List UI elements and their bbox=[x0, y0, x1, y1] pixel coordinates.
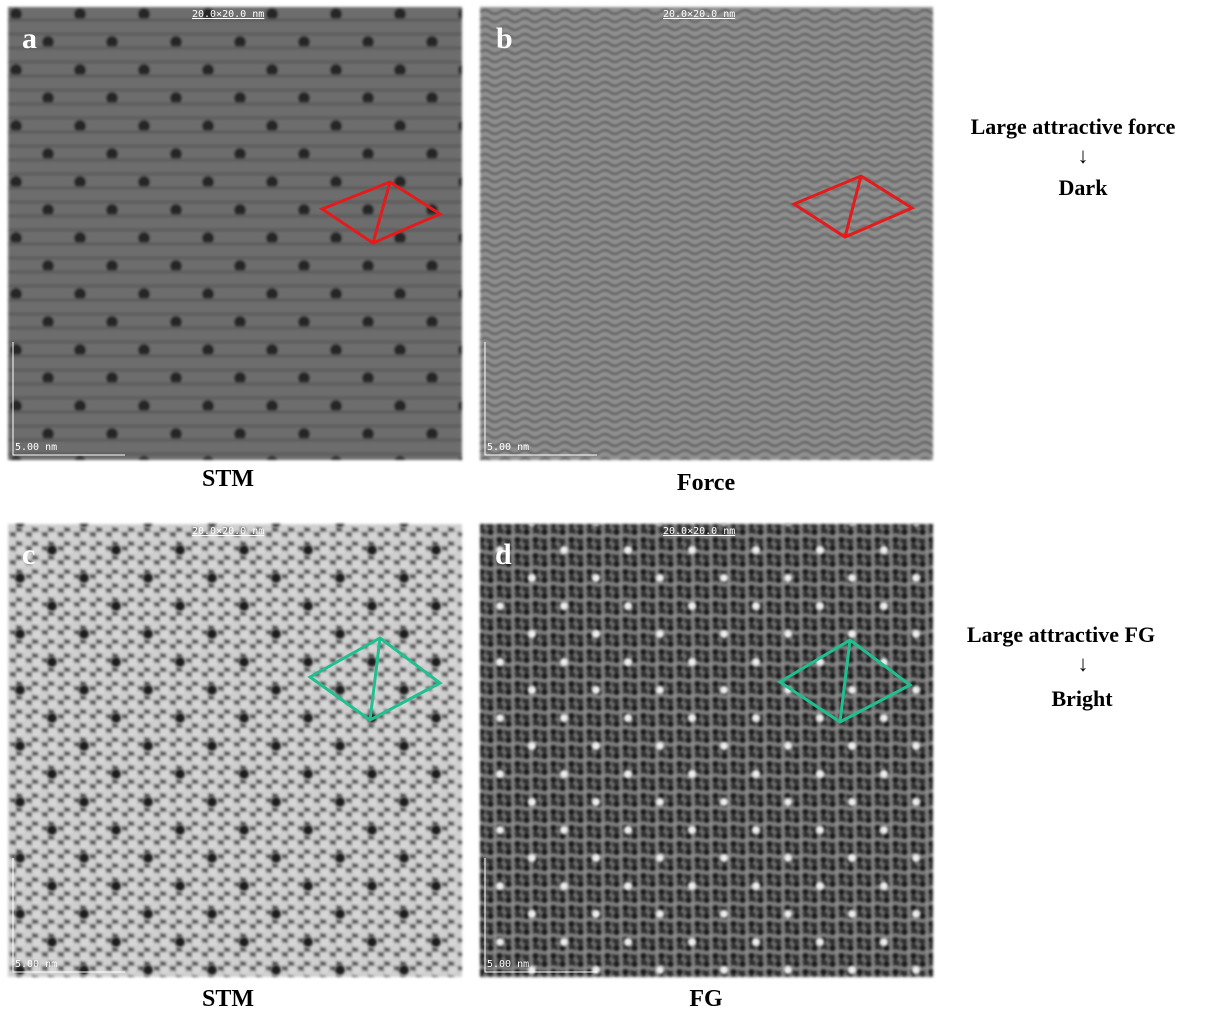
panel-label: a bbox=[22, 22, 37, 55]
panel-label: d bbox=[495, 538, 512, 571]
page: a 20.0×20.0 nm 5.00 nm STM b 20.0×20.0 n… bbox=[0, 0, 1218, 1015]
panel-b: b 20.0×20.0 nm 5.00 nm Force bbox=[480, 7, 933, 496]
figure: a 20.0×20.0 nm 5.00 nm STM b 20.0×20.0 n… bbox=[0, 0, 1218, 1015]
panel-c: c 20.0×20.0 nm 5.00 nm STM bbox=[8, 524, 462, 1012]
scale-label: 5.00 nm bbox=[15, 959, 57, 970]
annotation-text: Large attractive force bbox=[971, 114, 1176, 139]
scan-size: 20.0×20.0 nm bbox=[192, 9, 264, 20]
annotation-text: Dark bbox=[1059, 175, 1109, 200]
image-defects bbox=[8, 524, 462, 977]
image bbox=[480, 7, 933, 460]
panel-label: c bbox=[22, 538, 35, 571]
image-defects bbox=[480, 524, 933, 977]
annotation-arrow: ↓ bbox=[1078, 651, 1089, 676]
scale-label: 5.00 nm bbox=[487, 442, 529, 453]
scale-label: 5.00 nm bbox=[15, 442, 57, 453]
panel-d: d 20.0×20.0 nm 5.00 nm FG bbox=[480, 524, 933, 1012]
panel-label: b bbox=[496, 22, 513, 55]
scan-size: 20.0×20.0 nm bbox=[663, 526, 735, 537]
annotation-bottom: Large attractive FG ↓ Bright bbox=[967, 622, 1155, 711]
scale-label: 5.00 nm bbox=[487, 959, 529, 970]
scan-size: 20.0×20.0 nm bbox=[663, 9, 735, 20]
annotation-text: Large attractive FG bbox=[967, 622, 1155, 647]
panel-a: a 20.0×20.0 nm 5.00 nm STM bbox=[8, 7, 462, 492]
caption: Force bbox=[677, 470, 736, 496]
caption: FG bbox=[689, 986, 723, 1012]
caption: STM bbox=[202, 466, 254, 492]
annotation-top: Large attractive force ↓ Dark bbox=[971, 114, 1176, 200]
annotation-arrow: ↓ bbox=[1078, 143, 1089, 168]
scan-size: 20.0×20.0 nm bbox=[192, 526, 264, 537]
annotation-text: Bright bbox=[1051, 686, 1113, 711]
caption: STM bbox=[202, 986, 254, 1012]
